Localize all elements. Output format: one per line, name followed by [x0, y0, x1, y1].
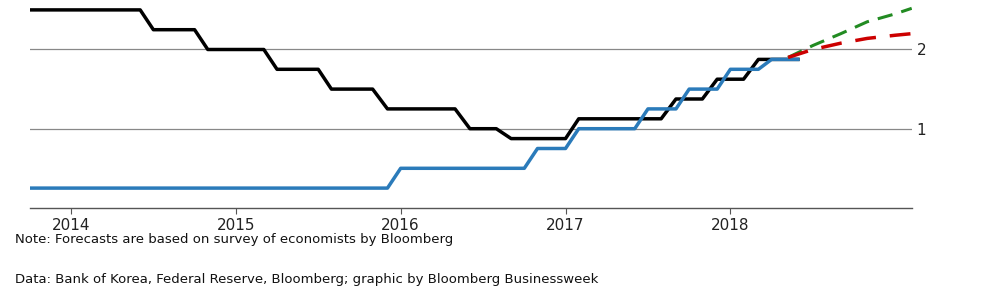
Text: Data: Bank of Korea, Federal Reserve, Bloomberg; graphic by Bloomberg Businesswe: Data: Bank of Korea, Federal Reserve, Bl…: [15, 273, 599, 286]
Text: Note: Forecasts are based on survey of economists by Bloomberg: Note: Forecasts are based on survey of e…: [15, 233, 453, 246]
